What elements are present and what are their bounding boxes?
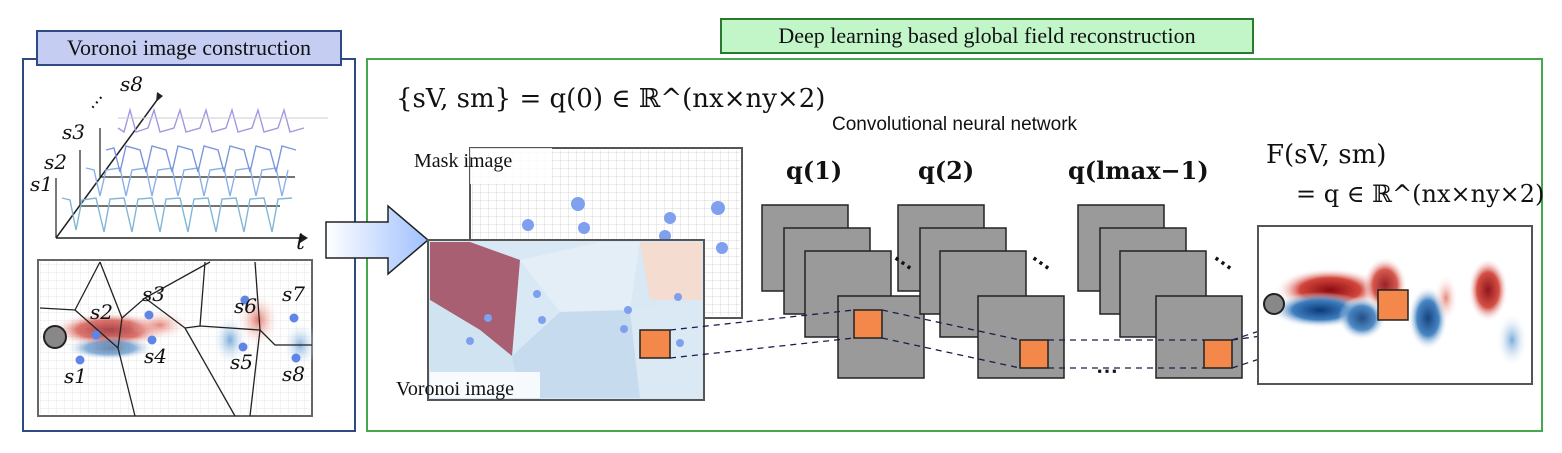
voronoi-image	[427, 239, 705, 401]
sensor-label-s3: s3	[142, 282, 165, 306]
mask-image-label: Mask image	[414, 150, 513, 172]
left-panel-title: Voronoi image construction	[36, 30, 342, 66]
signal-s3	[105, 145, 297, 173]
between-stacks-dots: ⋯	[1096, 358, 1118, 384]
signal-s1	[61, 197, 293, 233]
cylinder	[43, 325, 67, 349]
cnn-kernels	[853, 309, 1233, 369]
sensors	[75, 295, 301, 365]
feature-maps	[761, 204, 1243, 379]
label-s8: s8	[120, 72, 143, 96]
sensor-label-s1: s1	[64, 364, 87, 388]
sensor-label-s8: s8	[282, 362, 305, 386]
sensor-s3	[144, 310, 154, 320]
sensor-s5	[238, 342, 248, 352]
output-flow-field	[1257, 225, 1533, 385]
sensor-label-s6: s6	[234, 294, 257, 318]
label-s1: s1	[30, 172, 53, 196]
output-equation-top: F(sV, sm)	[1266, 140, 1387, 170]
sensor-label-s2: s2	[90, 300, 113, 324]
sensor-s4	[147, 335, 157, 345]
layer-label-2: q(2)	[918, 156, 975, 185]
voronoi-flow-image	[37, 259, 318, 417]
flow-arrow	[325, 204, 430, 276]
sensor-label-s7: s7	[282, 282, 305, 306]
layer-label-1: q(1)	[786, 156, 843, 185]
layer-label-lmax: q(lmax−1)	[1068, 156, 1209, 185]
label-s3: s3	[62, 120, 85, 144]
cnn-label: Convolutional neural network	[832, 114, 1078, 135]
signal-s2	[85, 167, 289, 197]
sensor-s8	[291, 353, 301, 363]
output-equation-bottom: = q ∈ ℝ^(nx×ny×2)	[1296, 180, 1545, 208]
input-kernel	[639, 329, 671, 359]
sensor-s1	[75, 355, 85, 365]
label-s2: s2	[44, 150, 67, 174]
sensor-label-s4: s4	[144, 344, 167, 368]
sensor-s6	[240, 295, 250, 305]
sensor-s2	[91, 330, 101, 340]
sensor-label-s5: s5	[230, 350, 253, 374]
sensor-s7	[289, 313, 299, 323]
voronoi-image-label: Voronoi image	[396, 378, 514, 400]
right-panel-title: Deep learning based global field reconst…	[720, 18, 1254, 54]
output-kernel	[1377, 289, 1409, 321]
label-t: t	[296, 230, 305, 255]
signal-s8	[117, 107, 305, 134]
input-equation: {sV, sm} = q(0) ∈ ℝ^(nx×ny×2)	[396, 84, 826, 114]
timeseries-plot	[55, 92, 328, 243]
